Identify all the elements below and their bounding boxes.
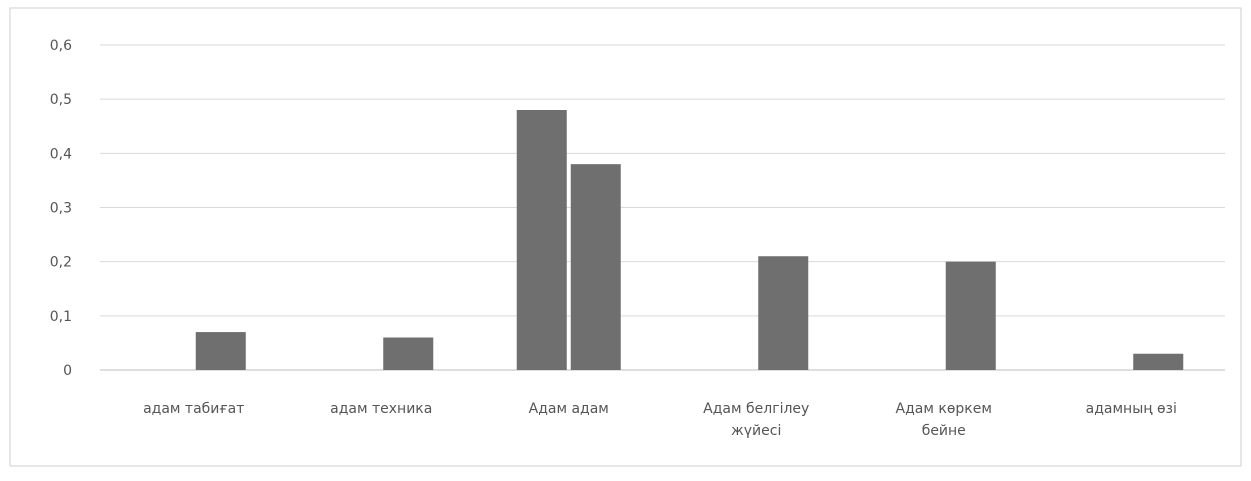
x-tick-label-line: Адам көркем	[896, 401, 992, 417]
y-tick-label: 0,3	[50, 201, 72, 217]
x-tick-label-line: адам техника	[330, 401, 432, 417]
y-tick-label: 0,6	[50, 38, 72, 54]
bar	[758, 256, 809, 370]
y-tick-label: 0,5	[50, 92, 72, 108]
x-tick-label-line: бейне	[922, 423, 966, 439]
bar	[383, 337, 434, 370]
x-tick-label-line: жүйесі	[731, 423, 781, 439]
y-tick-label: 0	[63, 363, 72, 379]
x-tick-label-line: адам табиғат	[143, 401, 244, 417]
bars	[195, 110, 1184, 370]
bar	[1133, 353, 1184, 370]
x-tick-label: Адам адам	[529, 401, 609, 417]
bar	[195, 332, 246, 370]
y-tick-label: 0,1	[50, 309, 72, 325]
x-tick-label: Адам белгілеу жүйесі	[703, 401, 809, 439]
bar	[516, 110, 567, 370]
y-axis-ticks: 0 0,1 0,2 0,3 0,4 0,5 0,6	[50, 38, 72, 379]
x-tick-label: адам табиғат	[143, 401, 244, 417]
bar	[570, 164, 621, 370]
x-tick-label: адамның өзі	[1086, 401, 1177, 417]
y-tick-label: 0,4	[50, 146, 72, 162]
bar	[945, 261, 996, 370]
x-tick-label-line: Адам адам	[529, 401, 609, 417]
gridlines	[100, 44, 1225, 371]
x-axis-labels: адам табиғат адам техника Адам адам Адам бе…	[143, 401, 1177, 439]
x-tick-label: Адам көркем бейне	[896, 401, 992, 439]
x-tick-label-line: адамның өзі	[1086, 401, 1177, 417]
x-tick-label-line: Адам белгілеу	[703, 401, 809, 417]
x-tick-label: адам техника	[330, 401, 432, 417]
chart-frame	[9, 7, 1242, 467]
y-tick-label: 0,2	[50, 255, 72, 271]
